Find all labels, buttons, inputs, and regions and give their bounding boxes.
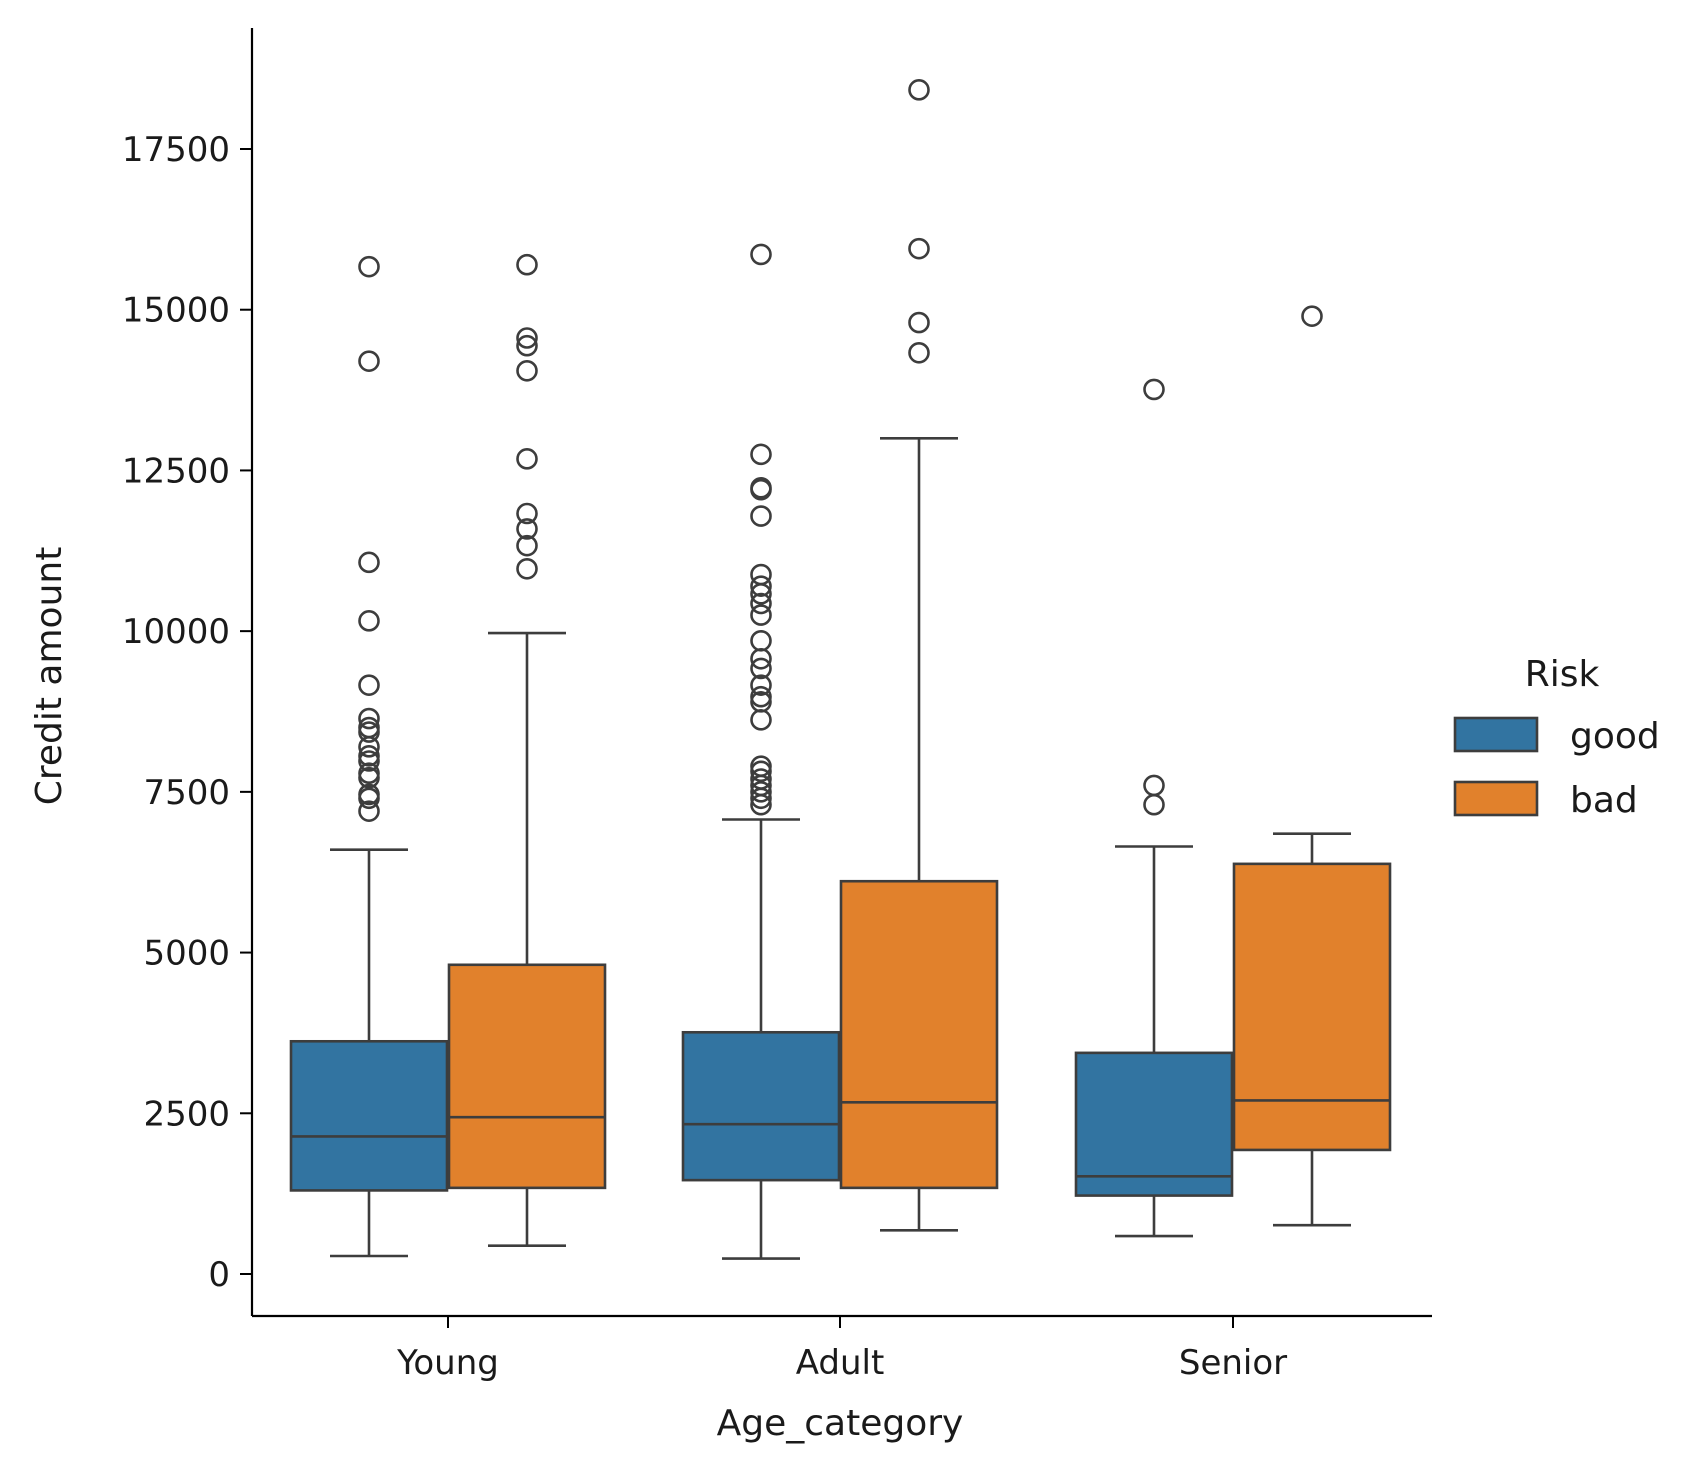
box-good-young: [289, 255, 449, 1258]
y-tick-label: 5000: [143, 934, 230, 974]
outlier-point: [516, 448, 538, 470]
outlier-point: [908, 237, 930, 260]
outlier-point: [358, 800, 380, 822]
outlier-point: [750, 583, 772, 605]
box-good-adult: [681, 243, 841, 1260]
iqr-box: [839, 879, 999, 1190]
outlier-point: [750, 760, 772, 783]
y-tick-label: 2500: [143, 1094, 230, 1134]
x-tick-label: Young: [396, 1343, 499, 1383]
outlier-point: [750, 443, 772, 466]
y-tick-label: 12500: [122, 451, 230, 491]
outlier-point: [750, 674, 772, 696]
outlier-point: [516, 327, 538, 349]
legend-label-good: good: [1570, 716, 1660, 757]
y-tick-label: 7500: [143, 773, 230, 813]
outlier-point: [358, 551, 380, 574]
outlier-point: [358, 721, 380, 743]
legend-swatch-bad: [1453, 780, 1539, 817]
outlier-point: [908, 341, 930, 364]
outlier-point: [358, 674, 380, 696]
outlier-point: [358, 350, 380, 372]
iqr-box: [681, 1030, 841, 1182]
outlier-point: [358, 610, 380, 632]
legend-swatch-good: [1453, 716, 1539, 753]
legend: Risk good bad: [1453, 654, 1660, 821]
outlier-point: [908, 79, 930, 101]
outlier-point: [358, 766, 380, 789]
y-tick-label: 17500: [122, 130, 230, 170]
outlier-point: [750, 629, 772, 652]
outlier-point: [358, 745, 380, 767]
x-axis-label: Age_category: [717, 1403, 964, 1444]
outlier-point: [750, 505, 772, 527]
x-tick-label: Senior: [1179, 1343, 1287, 1383]
outlier-point: [358, 787, 380, 810]
y-tick-label: 10000: [122, 612, 230, 652]
outlier-point: [358, 736, 380, 758]
box-groups: [289, 79, 1392, 1260]
outlier-point: [750, 685, 772, 708]
outlier-point: [750, 478, 772, 501]
legend-label-bad: bad: [1570, 780, 1638, 821]
x-axis-ticks: Young Adult Senior: [396, 1316, 1287, 1383]
outlier-point: [750, 793, 772, 816]
legend-title: Risk: [1525, 654, 1600, 695]
y-axis-ticks: 0 2500 5000 7500 10000 12500 15000 17500: [122, 130, 252, 1295]
iqr-box: [447, 963, 607, 1190]
outlier-point: [908, 311, 930, 334]
box-bad-senior: [1232, 305, 1392, 1227]
iqr-box: [1074, 1051, 1234, 1197]
outlier-point: [750, 781, 772, 803]
y-tick-label: 0: [208, 1255, 230, 1295]
outlier-point: [516, 557, 538, 580]
outlier-point: [750, 657, 772, 680]
box-bad-adult: [839, 79, 999, 1232]
outlier-point: [1143, 774, 1165, 797]
outlier-point: [750, 243, 772, 266]
outlier-point: [358, 707, 380, 730]
y-tick-label: 15000: [122, 291, 230, 331]
outlier-point: [750, 592, 772, 615]
iqr-box: [289, 1039, 449, 1192]
outlier-point: [358, 750, 380, 772]
outlier-point: [516, 334, 538, 357]
outlier-point: [516, 534, 538, 557]
outlier-point: [516, 359, 538, 382]
outlier-point: [750, 604, 772, 626]
outlier-point: [750, 709, 772, 731]
outlier-point: [750, 647, 772, 670]
iqr-box: [1232, 862, 1392, 1152]
axes: [250, 28, 1432, 1318]
outlier-point: [1143, 378, 1165, 401]
outlier-point: [516, 502, 538, 525]
outlier-point: [516, 518, 538, 540]
box-good-senior: [1074, 378, 1234, 1238]
outlier-point: [516, 253, 538, 276]
outlier-point: [750, 787, 772, 810]
outlier-point: [1301, 305, 1323, 327]
outlier-point: [358, 255, 380, 278]
outlier-point: [1143, 793, 1165, 816]
outlier-point: [750, 575, 772, 597]
y-axis-label: Credit amount: [29, 547, 70, 806]
x-tick-label: Adult: [796, 1343, 885, 1383]
box-bad-young: [447, 253, 607, 1248]
